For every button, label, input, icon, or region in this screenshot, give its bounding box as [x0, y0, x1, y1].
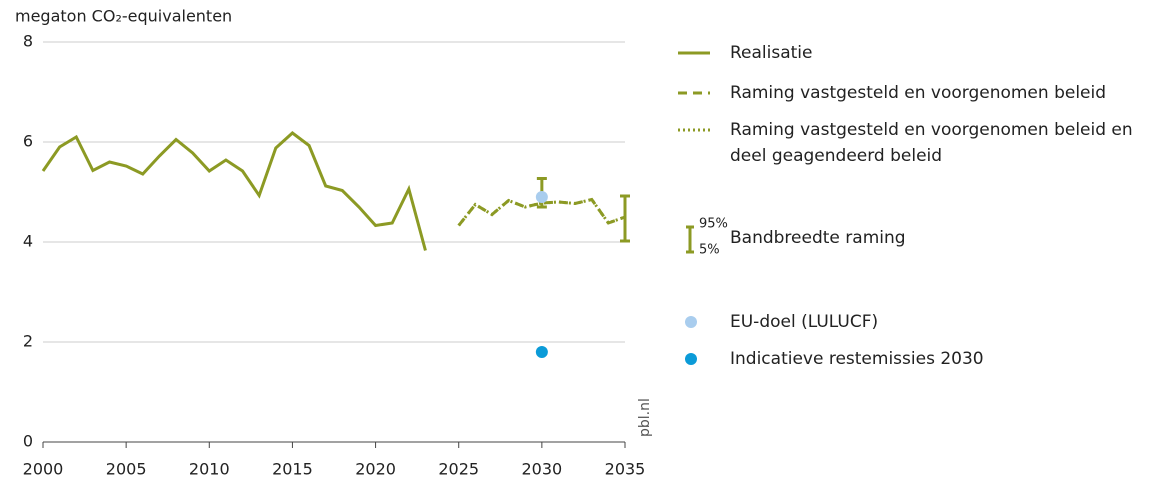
- legend-band-upper: 95%: [699, 217, 728, 232]
- x-tick-label: 2030: [521, 460, 562, 479]
- y-tick-label: 2: [23, 332, 33, 351]
- legend-swatch: [685, 316, 697, 328]
- legend-label: Raming vastgesteld en voorgenomen beleid: [730, 83, 1106, 103]
- error-bar: [620, 194, 630, 243]
- x-tick-label: 2035: [605, 460, 646, 479]
- legend-band-lower: 5%: [699, 243, 720, 258]
- x-tick-label: 2000: [23, 460, 64, 479]
- legend-label: Realisatie: [730, 43, 813, 63]
- point: [535, 191, 548, 203]
- y-tick-label: 6: [23, 132, 33, 151]
- line-series: [41, 131, 427, 251]
- x-tick-label: 2020: [355, 460, 396, 479]
- x-tick-label: 2015: [272, 460, 313, 479]
- y-axis-label: megaton CO₂-equivalenten: [15, 7, 232, 26]
- y-tick-label: 0: [23, 432, 33, 451]
- legend-swatch: [685, 353, 697, 365]
- legend-label: Bandbreedte raming: [730, 228, 906, 248]
- x-tick-label: 2010: [189, 460, 230, 479]
- y-tick-label: 8: [23, 32, 33, 51]
- legend-label: EU-doel (LULUCF): [730, 312, 878, 332]
- x-tick-label: 2005: [106, 460, 147, 479]
- point: [535, 346, 548, 358]
- source-note: pbl.nl: [637, 398, 653, 437]
- legend-label: Raming vastgesteld en voorgenomen beleid…: [730, 120, 1138, 166]
- x-tick-label: 2025: [438, 460, 479, 479]
- legend-label: Indicatieve restemissies 2030: [730, 349, 984, 369]
- y-tick-label: 4: [23, 232, 33, 251]
